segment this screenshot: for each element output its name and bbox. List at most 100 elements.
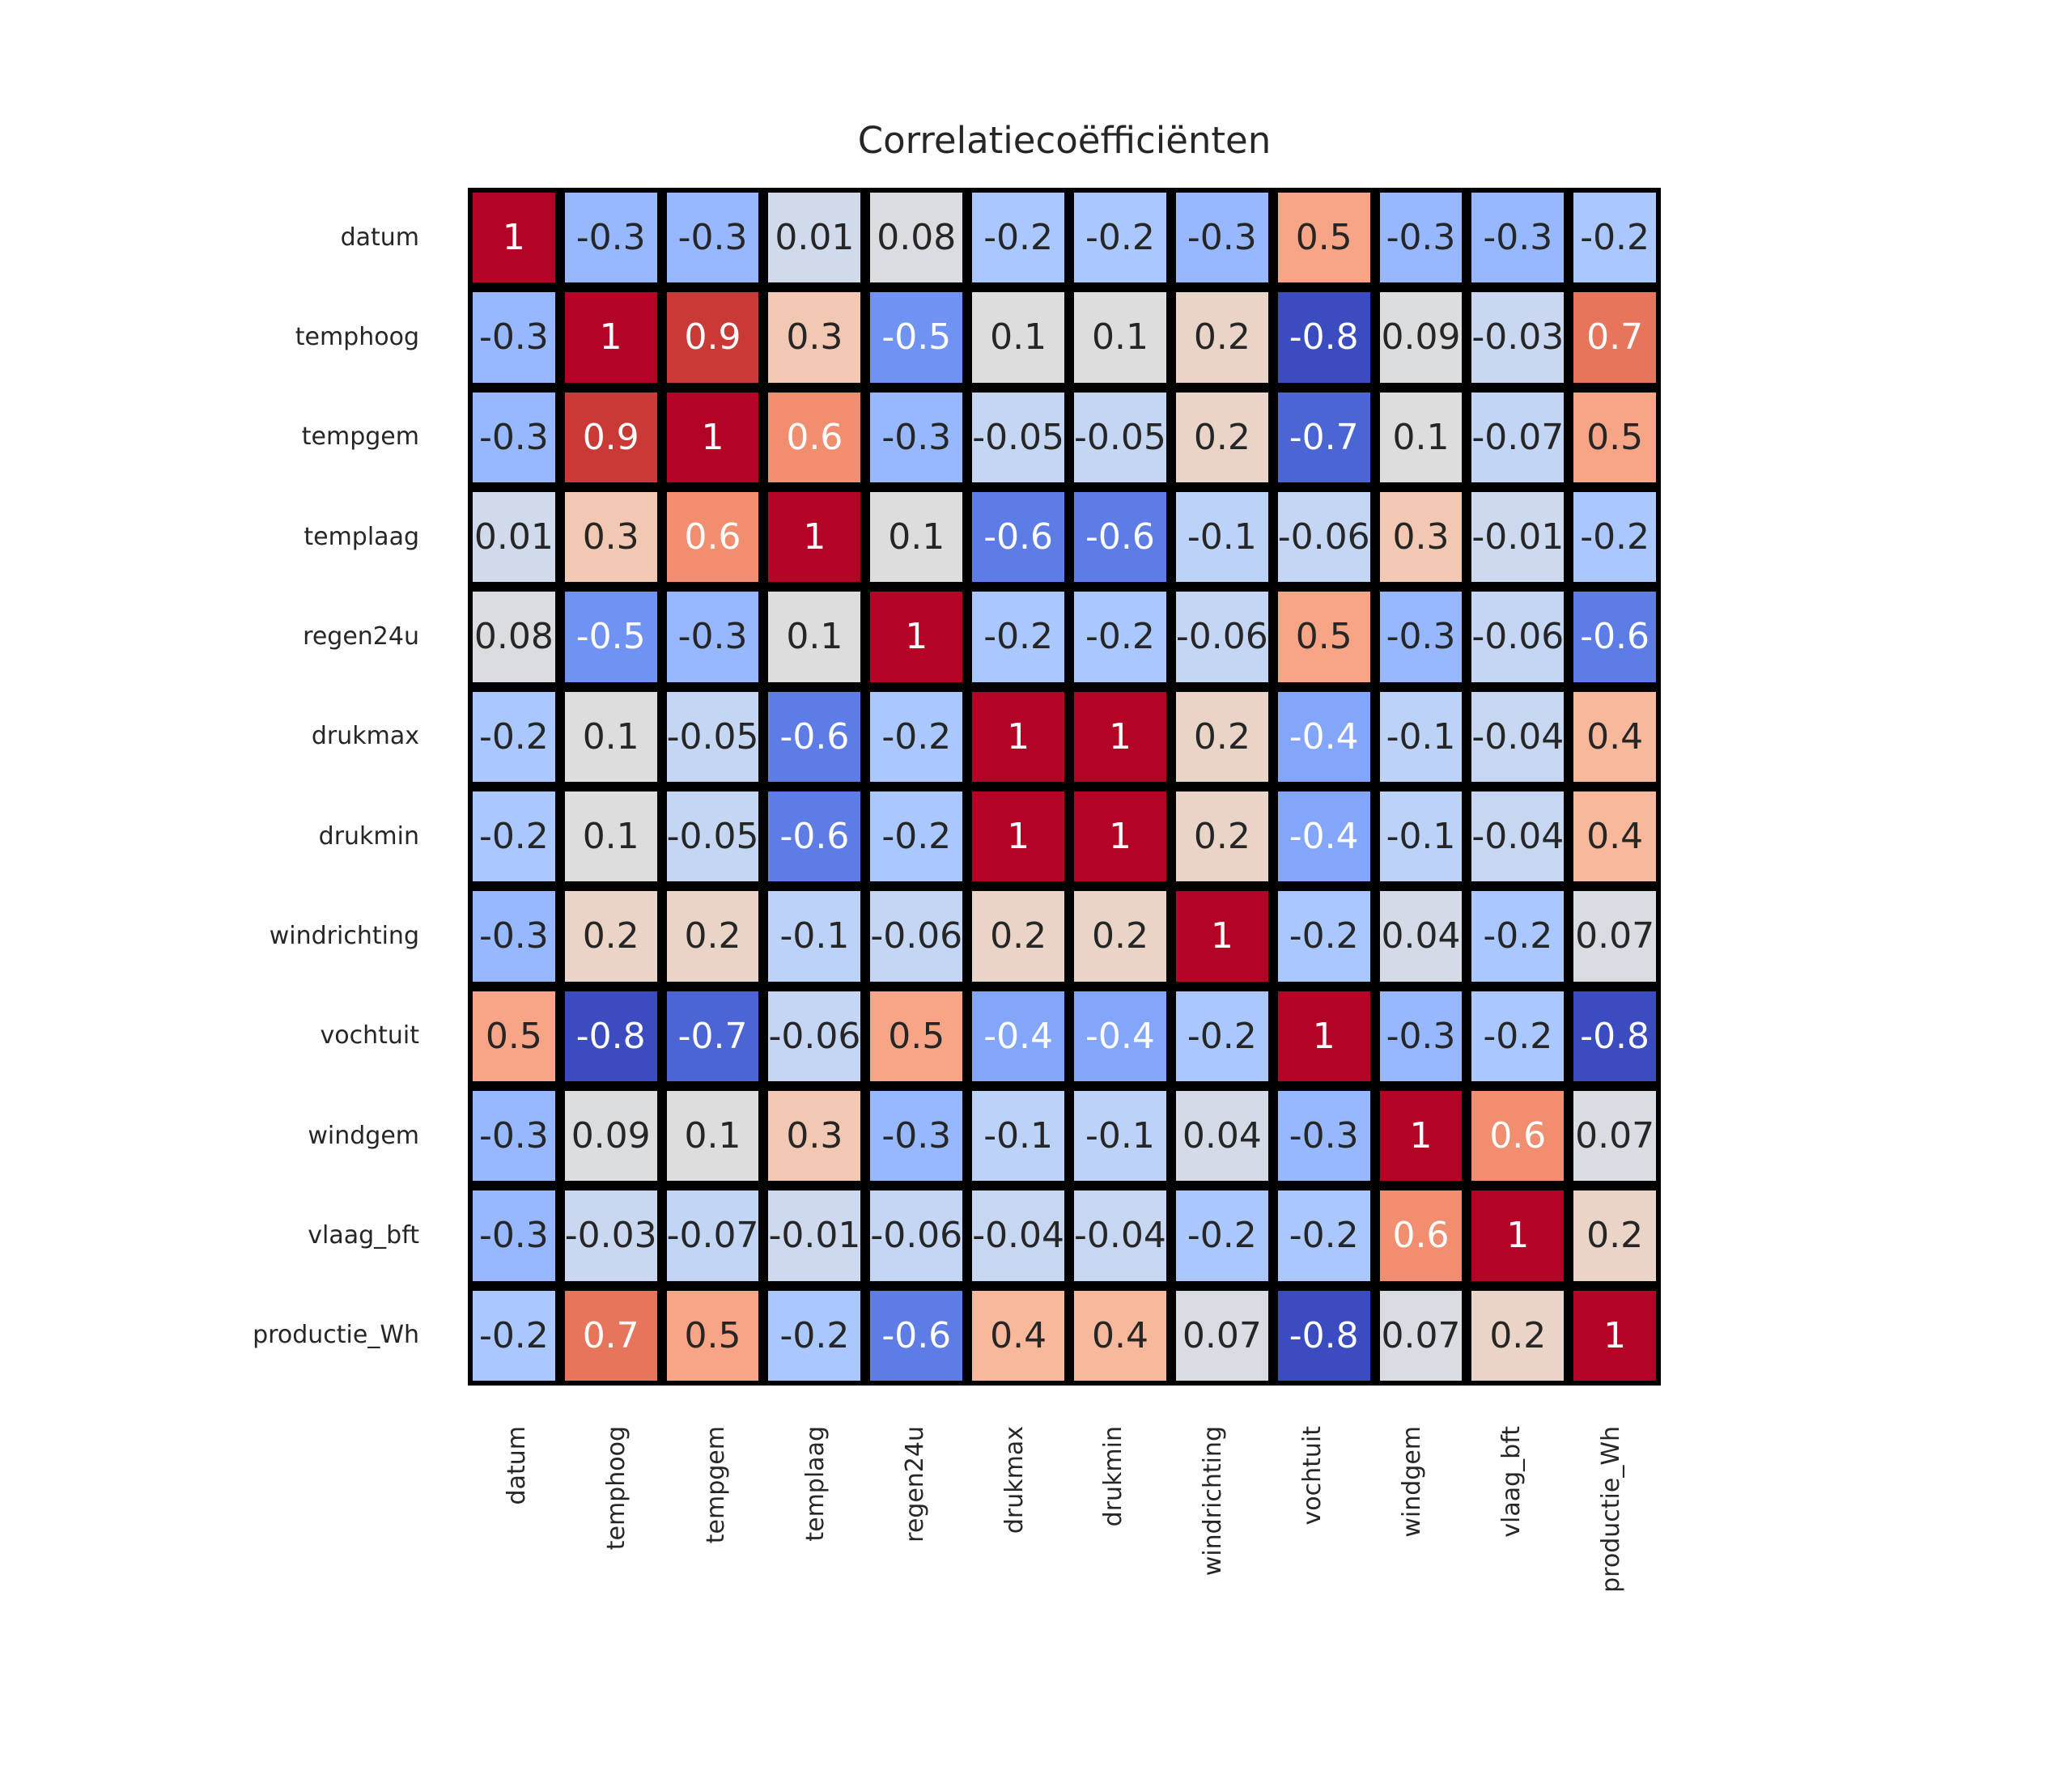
heatmap-cell-windgem-productie_Wh: 0.07 [1573, 1091, 1656, 1182]
heatmap-cell-windrichting-windrichting: 1 [1175, 891, 1268, 982]
heatmap-cell-temphoog-drukmin: 0.1 [1074, 292, 1166, 383]
heatmap-cell-drukmin-temphoog: 0.1 [564, 792, 657, 882]
heatmap-cell-productie_Wh-drukmax: 0.4 [972, 1290, 1065, 1381]
heatmap-cell-drukmin-productie_Wh: 0.4 [1573, 792, 1656, 882]
heatmap-cell-regen24u-regen24u: 1 [870, 592, 963, 682]
heatmap-cell-drukmin-templaag: -0.6 [768, 792, 861, 882]
heatmap-cell-productie_Wh-vochtuit: -0.8 [1277, 1290, 1370, 1381]
x-tick-label-vlaag_bft: vlaag_bft [1497, 1426, 1526, 1538]
heatmap-cell-regen24u-tempgem: -0.3 [666, 592, 759, 682]
heatmap-cell-productie_Wh-windrichting: 0.07 [1175, 1290, 1268, 1381]
heatmap-cell-vlaag_bft-windrichting: -0.2 [1175, 1190, 1268, 1281]
heatmap-cell-vlaag_bft-templaag: -0.01 [768, 1190, 861, 1281]
heatmap-cell-productie_Wh-productie_Wh: 1 [1573, 1290, 1656, 1381]
heatmap-cell-vochtuit-windrichting: -0.2 [1175, 991, 1268, 1081]
heatmap-cell-vochtuit-vlaag_bft: -0.2 [1471, 991, 1565, 1081]
heatmap-cell-regen24u-temphoog: -0.5 [564, 592, 657, 682]
y-tick-label-drukmin: drukmin [318, 821, 419, 851]
heatmap-cell-temphoog-datum: -0.3 [473, 292, 555, 383]
heatmap-cell-regen24u-productie_Wh: -0.6 [1573, 592, 1656, 682]
heatmap-cell-windrichting-datum: -0.3 [473, 891, 555, 982]
heatmap-cell-vlaag_bft-drukmax: -0.04 [972, 1190, 1065, 1281]
heatmap-cell-datum-productie_Wh: -0.2 [1573, 193, 1656, 283]
y-tick-label-templaag: templaag [304, 522, 419, 551]
heatmap-cell-datum-temphoog: -0.3 [564, 193, 657, 283]
heatmap-cell-templaag-datum: 0.01 [473, 492, 555, 583]
heatmap-cell-templaag-drukmin: -0.6 [1074, 492, 1166, 583]
heatmap-cell-windgem-windgem: 1 [1379, 1091, 1463, 1182]
heatmap-cell-drukmax-tempgem: -0.05 [666, 691, 759, 782]
heatmap-cell-tempgem-drukmin: -0.05 [1074, 392, 1166, 482]
heatmap-cell-tempgem-vochtuit: -0.7 [1277, 392, 1370, 482]
heatmap-cell-temphoog-templaag: 0.3 [768, 292, 861, 383]
heatmap-cell-vlaag_bft-datum: -0.3 [473, 1190, 555, 1281]
heatmap-cell-regen24u-datum: 0.08 [473, 592, 555, 682]
heatmap-cell-temphoog-windgem: 0.09 [1379, 292, 1463, 383]
heatmap-cell-drukmax-drukmax: 1 [972, 691, 1065, 782]
chart-title: Correlatiecoëfficiënten [857, 119, 1272, 162]
heatmap-cell-productie_Wh-tempgem: 0.5 [666, 1290, 759, 1381]
heatmap-cell-vochtuit-tempgem: -0.7 [666, 991, 759, 1081]
heatmap-cell-vlaag_bft-vlaag_bft: 1 [1471, 1190, 1565, 1281]
heatmap-cell-tempgem-regen24u: -0.3 [870, 392, 963, 482]
heatmap-cell-vochtuit-temphoog: -0.8 [564, 991, 657, 1081]
heatmap-cell-windgem-tempgem: 0.1 [666, 1091, 759, 1182]
heatmap-cell-temphoog-drukmax: 0.1 [972, 292, 1065, 383]
heatmap-cell-regen24u-windgem: -0.3 [1379, 592, 1463, 682]
heatmap-cell-regen24u-vochtuit: 0.5 [1277, 592, 1370, 682]
heatmap-cell-regen24u-templaag: 0.1 [768, 592, 861, 682]
heatmap-cell-vlaag_bft-regen24u: -0.06 [870, 1190, 963, 1281]
heatmap-cell-drukmax-regen24u: -0.2 [870, 691, 963, 782]
heatmap-cell-vochtuit-templaag: -0.06 [768, 991, 861, 1081]
heatmap-cell-drukmin-windgem: -0.1 [1379, 792, 1463, 882]
heatmap-cell-templaag-windgem: 0.3 [1379, 492, 1463, 583]
heatmap-cell-productie_Wh-drukmin: 0.4 [1074, 1290, 1166, 1381]
heatmap-cell-windgem-temphoog: 0.09 [564, 1091, 657, 1182]
heatmap-cell-drukmax-windgem: -0.1 [1379, 691, 1463, 782]
x-tick-label-productie_Wh: productie_Wh [1596, 1426, 1625, 1593]
heatmap-cell-windgem-vochtuit: -0.3 [1277, 1091, 1370, 1182]
heatmap-cell-temphoog-regen24u: -0.5 [870, 292, 963, 383]
heatmap-cell-datum-vlaag_bft: -0.3 [1471, 193, 1565, 283]
heatmap-cell-regen24u-vlaag_bft: -0.06 [1471, 592, 1565, 682]
heatmap-cell-temphoog-tempgem: 0.9 [666, 292, 759, 383]
heatmap-cell-vochtuit-productie_Wh: -0.8 [1573, 991, 1656, 1081]
heatmap-cell-templaag-vochtuit: -0.06 [1277, 492, 1370, 583]
heatmap-cell-tempgem-productie_Wh: 0.5 [1573, 392, 1656, 482]
x-tick-label-windgem: windgem [1397, 1426, 1426, 1538]
heatmap-cell-drukmax-productie_Wh: 0.4 [1573, 691, 1656, 782]
heatmap-cell-tempgem-tempgem: 1 [666, 392, 759, 482]
heatmap-cell-temphoog-productie_Wh: 0.7 [1573, 292, 1656, 383]
heatmap-cell-windrichting-windgem: 0.04 [1379, 891, 1463, 982]
heatmap-cell-datum-tempgem: -0.3 [666, 193, 759, 283]
heatmap-cell-datum-vochtuit: 0.5 [1277, 193, 1370, 283]
heatmap-cell-temphoog-vochtuit: -0.8 [1277, 292, 1370, 383]
heatmap-cell-windrichting-vochtuit: -0.2 [1277, 891, 1370, 982]
heatmap-cell-temphoog-temphoog: 1 [564, 292, 657, 383]
heatmap-cell-vochtuit-windgem: -0.3 [1379, 991, 1463, 1081]
heatmap-cell-drukmax-datum: -0.2 [473, 691, 555, 782]
heatmap-cell-drukmax-windrichting: 0.2 [1175, 691, 1268, 782]
x-tick-label-templaag: templaag [800, 1426, 830, 1542]
heatmap-cell-datum-templaag: 0.01 [768, 193, 861, 283]
x-tick-label-drukmax: drukmax [1000, 1426, 1029, 1534]
heatmap-cell-tempgem-datum: -0.3 [473, 392, 555, 482]
y-tick-label-productie_Wh: productie_Wh [253, 1321, 419, 1350]
y-tick-label-windrichting: windrichting [269, 922, 419, 951]
x-tick-label-temphoog: temphoog [602, 1426, 631, 1551]
heatmap-cell-tempgem-windgem: 0.1 [1379, 392, 1463, 482]
heatmap-cell-windrichting-regen24u: -0.06 [870, 891, 963, 982]
heatmap-cell-windgem-vlaag_bft: 0.6 [1471, 1091, 1565, 1182]
heatmap-cell-productie_Wh-regen24u: -0.6 [870, 1290, 963, 1381]
y-tick-label-vochtuit: vochtuit [320, 1021, 420, 1050]
heatmap-cell-drukmax-vochtuit: -0.4 [1277, 691, 1370, 782]
heatmap-cell-drukmin-regen24u: -0.2 [870, 792, 963, 882]
x-tick-label-datum: datum [503, 1426, 532, 1505]
heatmap-cell-datum-windrichting: -0.3 [1175, 193, 1268, 283]
heatmap-cell-vlaag_bft-windgem: 0.6 [1379, 1190, 1463, 1281]
heatmap-cell-windgem-drukmin: -0.1 [1074, 1091, 1166, 1182]
heatmap-cell-datum-windgem: -0.3 [1379, 193, 1463, 283]
heatmap-cell-windrichting-tempgem: 0.2 [666, 891, 759, 982]
heatmap-cell-productie_Wh-vlaag_bft: 0.2 [1471, 1290, 1565, 1381]
heatmap-cell-windgem-templaag: 0.3 [768, 1091, 861, 1182]
